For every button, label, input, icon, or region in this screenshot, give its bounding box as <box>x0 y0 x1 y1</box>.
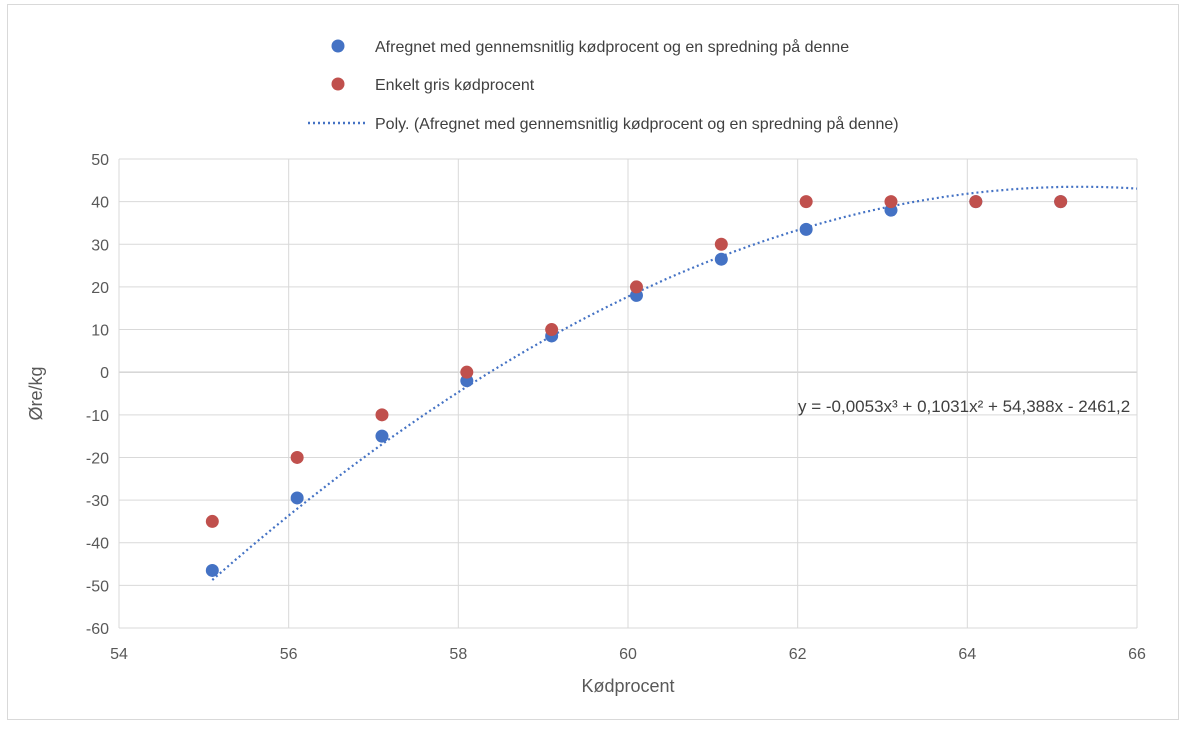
y-axis-ticks: 50 40 30 20 10 0 -10 -20 -30 -40 -50 -60 <box>86 152 109 638</box>
x-tick-label: 54 <box>110 646 128 663</box>
trendline <box>211 185 1138 581</box>
legend: Afregnet med gennemsnitlig kødprocent og… <box>308 38 899 133</box>
point-enkelt-gris <box>1054 195 1068 209</box>
scatter-chart: Afregnet med gennemsnitlig kødprocent og… <box>26 38 1146 696</box>
point-enkelt-gris <box>629 280 643 294</box>
point-afregnet <box>290 491 304 505</box>
points-layer <box>205 195 1068 577</box>
y-tick-label: 30 <box>91 237 109 254</box>
x-tick-label: 64 <box>958 646 976 663</box>
legend-label: Afregnet med gennemsnitlig kødprocent og… <box>375 38 849 56</box>
point-afregnet <box>799 222 813 236</box>
x-tick-label: 58 <box>449 646 467 663</box>
point-enkelt-gris <box>205 514 219 528</box>
legend-label: Enkelt gris kødprocent <box>375 77 535 94</box>
point-enkelt-gris <box>799 195 813 209</box>
point-afregnet <box>205 563 219 577</box>
y-tick-label: -20 <box>86 450 109 467</box>
y-tick-label: 50 <box>91 152 109 169</box>
y-tick-label: -40 <box>86 536 109 553</box>
x-tick-label: 60 <box>619 646 637 663</box>
y-tick-label: -60 <box>86 621 109 638</box>
chart-frame: Afregnet med gennemsnitlig kødprocent og… <box>7 4 1179 720</box>
x-tick-label: 56 <box>280 646 298 663</box>
y-tick-label: 0 <box>100 365 109 382</box>
y-axis-title: Øre/kg <box>26 366 46 420</box>
gridlines <box>118 158 1138 629</box>
point-enkelt-gris <box>884 195 898 209</box>
y-tick-label: 10 <box>91 323 109 340</box>
y-tick-label: -30 <box>86 493 109 510</box>
y-tick-label: 20 <box>91 280 109 297</box>
x-tick-label: 62 <box>789 646 807 663</box>
x-axis-ticks: 54 56 58 60 62 64 66 <box>110 646 1146 663</box>
trendline-equation: y = -0,0053x³ + 0,1031x² + 54,388x - 246… <box>798 397 1130 416</box>
trendline-layer <box>211 185 1138 581</box>
point-enkelt-gris <box>460 365 474 379</box>
point-afregnet <box>375 429 389 443</box>
y-tick-label: -50 <box>86 578 109 595</box>
point-enkelt-gris <box>969 195 983 209</box>
x-axis-title: Kødprocent <box>581 676 674 696</box>
legend-swatch-enkelt-gris <box>331 77 345 91</box>
legend-label: Poly. (Afregnet med gennemsnitlig kødpro… <box>375 115 899 133</box>
y-tick-label: 40 <box>91 195 109 212</box>
legend-swatch-afregnet <box>331 39 345 53</box>
point-afregnet <box>714 252 728 266</box>
point-enkelt-gris <box>290 450 304 464</box>
y-tick-label: -10 <box>86 408 109 425</box>
point-enkelt-gris <box>714 237 728 251</box>
x-tick-label: 66 <box>1128 646 1146 663</box>
point-enkelt-gris <box>375 408 389 422</box>
point-enkelt-gris <box>545 323 559 337</box>
